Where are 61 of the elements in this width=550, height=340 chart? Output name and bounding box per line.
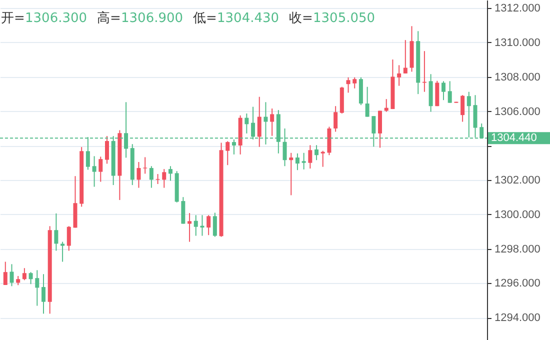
candlestick [466, 91, 471, 138]
candlestick [54, 212, 58, 252]
ref-line-label: 1304.440 [491, 132, 537, 144]
y-tick-label: 1300.000 [494, 208, 540, 221]
candlestick [334, 106, 338, 132]
candlestick [16, 276, 20, 286]
candlestick [92, 156, 96, 188]
y-tick-label: 1302.000 [494, 174, 540, 187]
annotation: 开=1306.300 [1, 11, 88, 26]
candlestick [168, 166, 172, 182]
y-tick-label: 1312.000 [494, 2, 540, 15]
candlestick [60, 241, 65, 262]
candlestick [143, 156, 148, 174]
candlestick [302, 152, 306, 170]
candlestick [212, 212, 217, 238]
candlestick [384, 98, 388, 112]
y-tick-label: 1308.000 [494, 71, 540, 84]
candlestick [397, 64, 402, 86]
candlestick [435, 80, 440, 107]
y-tick-label: 1298.000 [494, 243, 540, 256]
candlestick [352, 76, 357, 89]
candlestick [460, 94, 465, 122]
candlestick [149, 166, 154, 188]
candlestick [346, 76, 350, 94]
candlestick [314, 144, 319, 161]
candlestick [365, 86, 370, 118]
candlestick [448, 80, 452, 104]
candlestick [136, 162, 141, 188]
candlestick [98, 156, 103, 182]
candlestick [194, 214, 198, 236]
candlestick [257, 96, 262, 148]
candlestick [308, 144, 312, 170]
y-tick-label: 1306.000 [494, 106, 540, 118]
candlestick [320, 150, 325, 168]
candlestick [289, 152, 294, 196]
candlestick [188, 212, 192, 242]
annotation: 低=1304.430 [193, 11, 280, 26]
y-tick-label: 1296.000 [494, 278, 540, 290]
candlestick [403, 40, 408, 74]
candlestick [104, 136, 109, 164]
candlestick [181, 196, 186, 224]
candlestick [378, 110, 382, 148]
candlestick [3, 261, 8, 286]
candlestick [295, 152, 300, 171]
candlestick [41, 274, 46, 314]
candlestick [206, 214, 211, 236]
candlestick [35, 270, 40, 306]
candlestick [232, 138, 236, 155]
candlestick [28, 272, 33, 285]
candlestick [442, 80, 446, 101]
candlestick [270, 108, 274, 136]
annotation: 高=1306.900 [97, 10, 184, 26]
y-tick-label: 1294.000 [494, 312, 540, 324]
candlestick [22, 268, 26, 281]
candlestick [10, 264, 14, 287]
annotation: 收=1305.050 [289, 11, 376, 26]
y-tick-label: 1310.000 [494, 36, 540, 49]
candlestick [66, 226, 71, 252]
candlestick [226, 140, 230, 166]
candlestick [244, 113, 249, 134]
candlestick [162, 168, 166, 188]
